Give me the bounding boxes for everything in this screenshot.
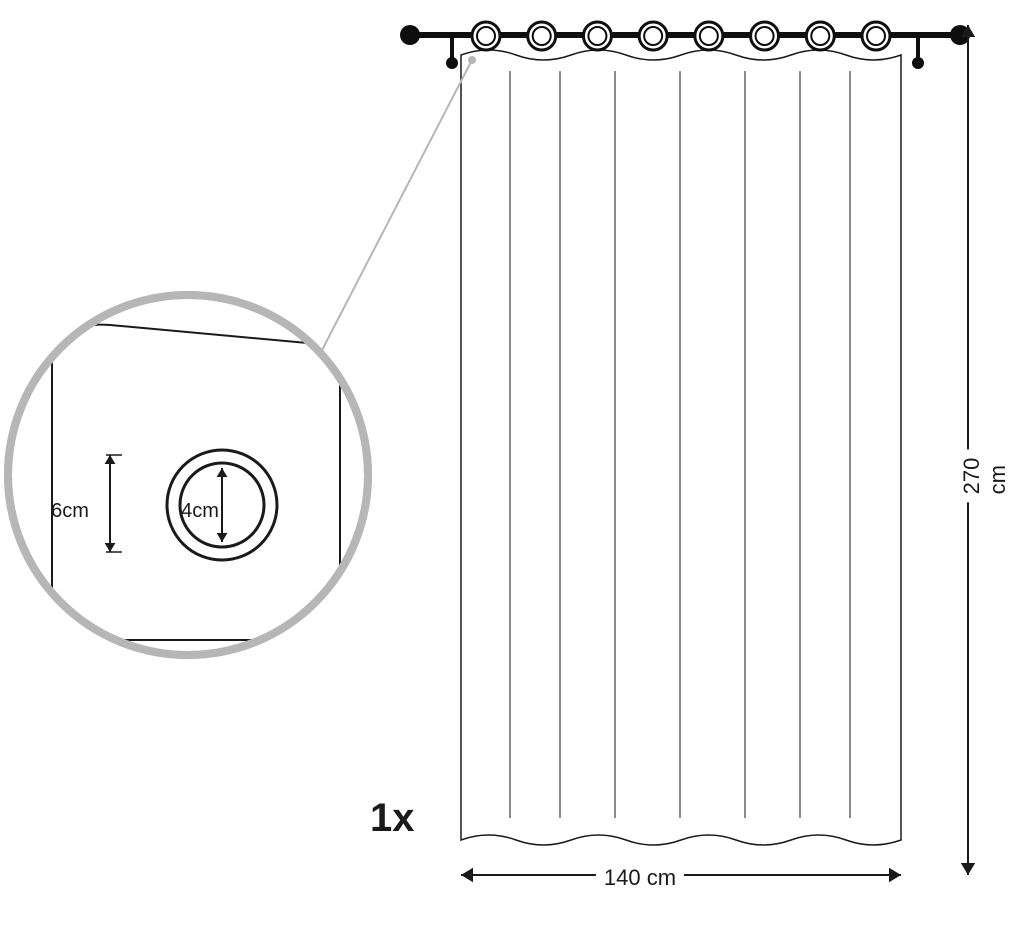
detail-leader-dot — [468, 56, 476, 64]
quantity-label: 1x — [370, 796, 415, 841]
height-dimension-label: 270 cm — [959, 450, 1011, 503]
curtain-panel — [461, 50, 901, 845]
width-dimension-label: 140 cm — [596, 865, 684, 891]
grommet-outer-dimension-label: 6cm — [51, 500, 89, 523]
curtain-diagram — [0, 0, 1020, 935]
detail-contents — [52, 325, 340, 640]
detail-leader-line — [320, 60, 472, 354]
grommet-inner-dimension-label: 4cm — [181, 500, 219, 523]
diagram-container: 1x 140 cm 270 cm 4cm 6cm — [0, 0, 1020, 935]
